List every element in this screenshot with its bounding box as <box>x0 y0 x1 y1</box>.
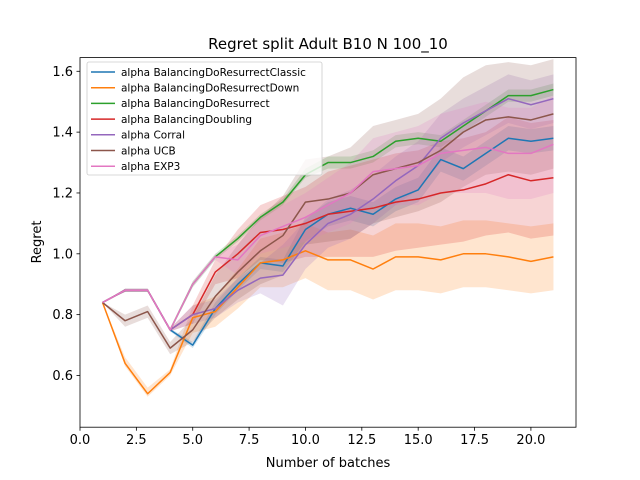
x-tick-label: 20.0 <box>516 433 545 448</box>
y-axis-ticks: 0.6 0.8 1.0 1.2 1.4 1.6 <box>52 65 80 384</box>
band-alpha-balancingdoresurrectdown <box>102 220 554 397</box>
line-alpha-exp3 <box>102 143 554 331</box>
legend-label-alpha-balancingdoresurrectclassic: alpha BalancingDoResurrectClassic <box>121 67 306 79</box>
line-alpha-corral <box>102 97 554 331</box>
y-tick-label: 1.0 <box>52 247 73 262</box>
x-axis-label: Number of batches <box>266 456 391 471</box>
band-alpha-balancingdoresurrectclassic <box>102 126 554 349</box>
legend-label-alpha-exp3: alpha EXP3 <box>121 161 180 173</box>
y-tick-label: 0.8 <box>52 308 73 323</box>
x-tick-label: 0.0 <box>70 433 91 448</box>
x-tick-label: 17.5 <box>460 433 489 448</box>
y-tick-label: 0.6 <box>52 369 73 384</box>
y-tick-label: 1.4 <box>52 126 73 141</box>
x-tick-label: 15.0 <box>404 433 433 448</box>
x-tick-label: 2.5 <box>126 433 147 448</box>
y-tick-label: 1.2 <box>52 186 73 201</box>
band-alpha-balancingdoresurrect <box>102 83 554 332</box>
legend-label-alpha-balancingdoubling: alpha BalancingDoubling <box>121 114 252 126</box>
x-tick-label: 10.0 <box>291 433 320 448</box>
x-tick-label: 12.5 <box>347 433 376 448</box>
x-axis-ticks: 0.0 2.5 5.0 7.5 10.0 12.5 15.0 17.5 20.0 <box>70 427 545 448</box>
legend: alpha BalancingDoResurrectClassic alpha B… <box>86 61 323 176</box>
y-tick-label: 1.6 <box>52 65 73 80</box>
legend-label-alpha-ucb: alpha UCB <box>121 145 176 157</box>
legend-box <box>86 61 323 176</box>
plot-frame <box>79 57 577 428</box>
line-alpha-balancingdoresurrectdown <box>101 250 554 395</box>
legend-label-alpha-corral: alpha Corral <box>121 130 185 142</box>
series-lines <box>101 88 554 395</box>
chart-title: Regret split Adult B10 N 100_10 <box>208 35 448 54</box>
y-axis-label: Regret <box>30 221 45 264</box>
x-tick-label: 5.0 <box>182 433 203 448</box>
line-alpha-ucb <box>102 113 554 349</box>
legend-label-alpha-balancingdoresurrect: alpha BalancingDoResurrect <box>121 98 270 110</box>
legend-label-alpha-balancingdoresurrectdown: alpha BalancingDoResurrectDown <box>121 83 299 95</box>
band-alpha-ucb <box>102 59 554 355</box>
x-tick-label: 7.5 <box>239 433 260 448</box>
